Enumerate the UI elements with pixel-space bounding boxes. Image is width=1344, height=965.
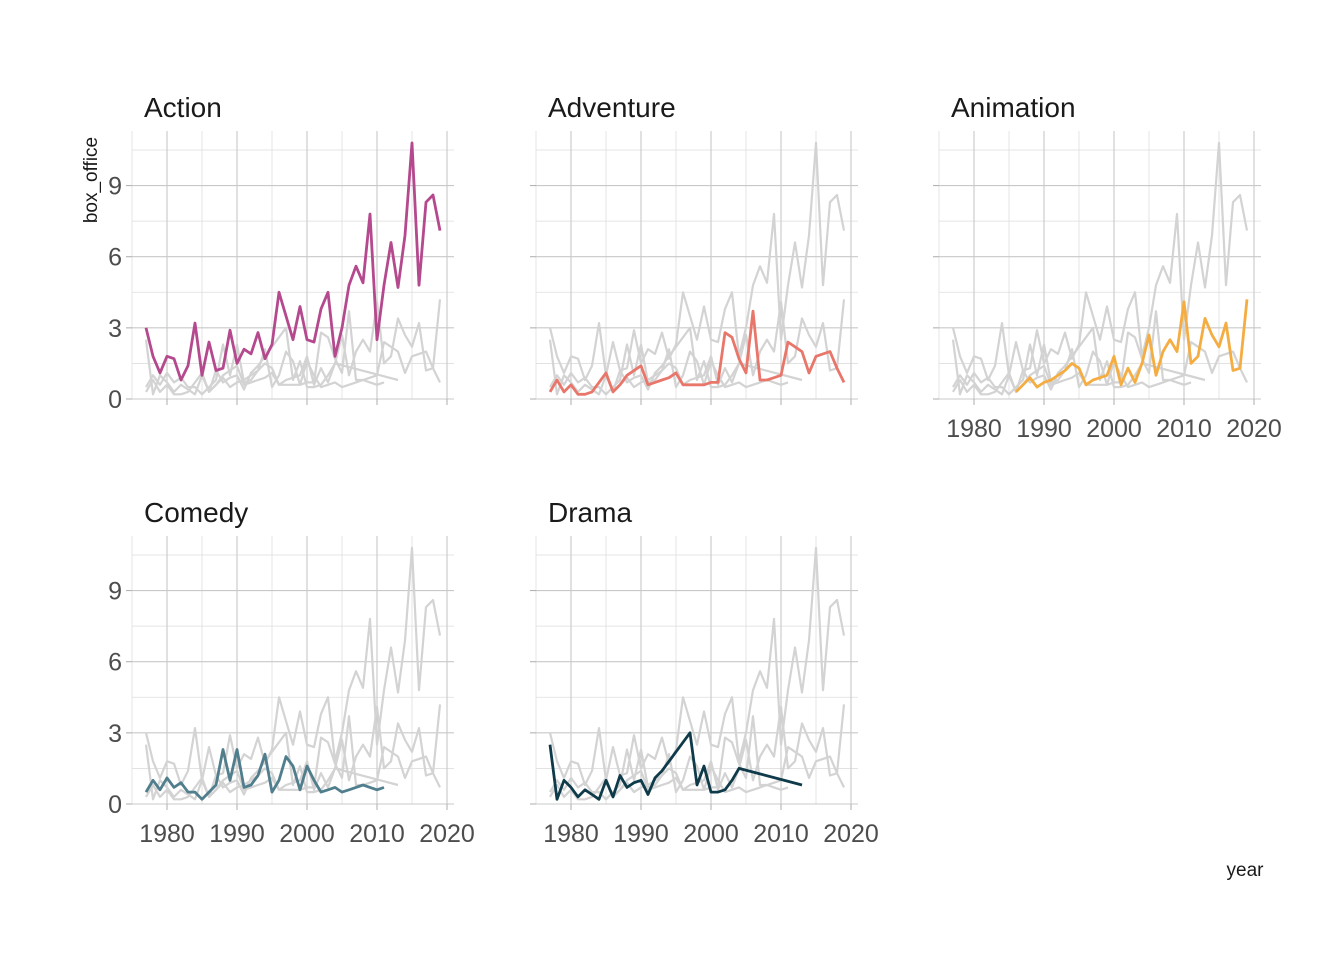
background-series-line xyxy=(144,326,399,396)
background-series-line xyxy=(145,343,385,396)
background-series-line xyxy=(951,141,1249,382)
x-tick-label: 2010 xyxy=(753,820,809,848)
x-tick-label: 2000 xyxy=(279,820,335,848)
x-axis-title: year xyxy=(1227,860,1265,881)
background-series-line xyxy=(145,310,441,396)
panel-title: Adventure xyxy=(548,92,676,123)
y-tick-label: 6 xyxy=(108,649,122,677)
x-tick-label: 2020 xyxy=(1226,415,1282,443)
background-series-line xyxy=(549,715,845,801)
background-series-line xyxy=(951,326,1206,396)
y-tick-label: 9 xyxy=(108,173,122,201)
x-tick-label: 1980 xyxy=(543,820,599,848)
x-tick-label: 1980 xyxy=(946,415,1002,443)
panel-title: Comedy xyxy=(144,497,248,528)
panel-adventure: Adventure xyxy=(530,92,858,405)
x-tick-label: 2020 xyxy=(419,820,475,848)
x-tick-label: 1990 xyxy=(1016,415,1072,443)
panel-animation: Animation 1980 1990 2000 2010 2020 xyxy=(933,92,1282,443)
y-tick-label: 3 xyxy=(108,315,122,343)
panel-title: Drama xyxy=(548,497,632,528)
series-line-drama xyxy=(548,731,803,801)
background-series-line xyxy=(952,310,1248,396)
series-line-animation xyxy=(1015,299,1249,393)
background-series-line xyxy=(208,299,442,393)
y-axis-title: box_office xyxy=(81,137,102,223)
chart-panels: Action 0 3 6 9 Adventure Animation 1980 1990 2000… xyxy=(108,92,1282,848)
panel-comedy: Comedy 0 3 6 9 1980 1990 2000 2010 2020 xyxy=(108,497,475,848)
background-series-line xyxy=(548,546,846,787)
x-tick-label: 2010 xyxy=(349,820,405,848)
panel-action: Action 0 3 6 9 xyxy=(108,92,454,414)
background-series-line xyxy=(548,326,803,396)
background-series-line xyxy=(208,704,442,798)
background-series-line xyxy=(612,299,846,393)
series-line-action xyxy=(144,141,442,382)
background-series-line xyxy=(145,715,441,801)
y-tick-label: 6 xyxy=(108,244,122,272)
x-tick-label: 2000 xyxy=(1086,415,1142,443)
x-tick-label: 1990 xyxy=(209,820,265,848)
background-series-line xyxy=(144,546,442,787)
y-tick-label: 0 xyxy=(108,791,122,819)
x-tick-label: 2000 xyxy=(683,820,739,848)
x-tick-label: 2020 xyxy=(823,820,879,848)
background-series-line xyxy=(549,748,789,801)
y-tick-label: 0 xyxy=(108,386,122,414)
panel-title: Animation xyxy=(951,92,1076,123)
background-series-line xyxy=(144,731,399,801)
series-line-adventure xyxy=(548,309,846,396)
y-tick-label: 9 xyxy=(108,578,122,606)
series-line-comedy xyxy=(144,748,385,801)
background-series-line xyxy=(549,343,789,396)
background-series-line xyxy=(952,343,1192,396)
panel-title: Action xyxy=(144,92,222,123)
x-tick-label: 2010 xyxy=(1156,415,1212,443)
background-series-line xyxy=(548,141,846,382)
x-tick-label: 1980 xyxy=(139,820,195,848)
x-tick-label: 1990 xyxy=(613,820,669,848)
y-tick-label: 3 xyxy=(108,720,122,748)
panel-drama: Drama 1980 1990 2000 2010 2020 xyxy=(530,497,879,848)
